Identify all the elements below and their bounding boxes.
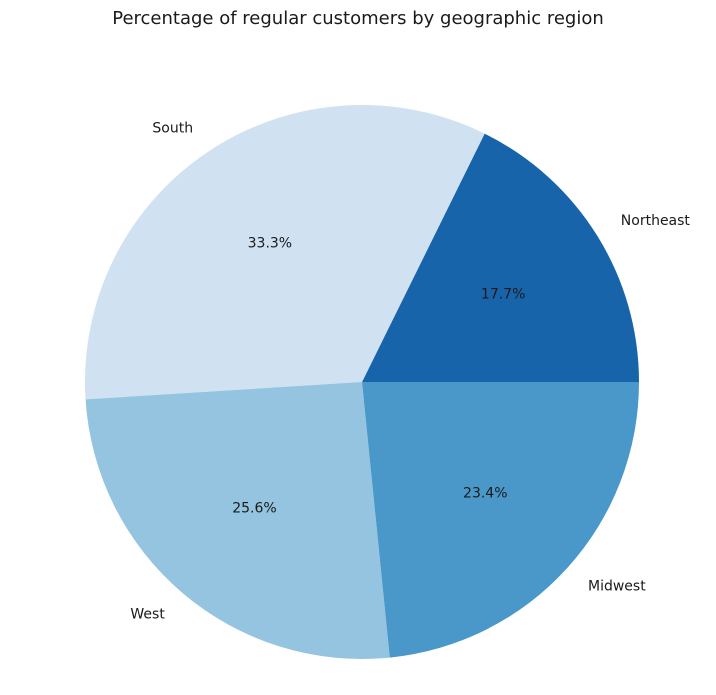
pie-slice-west — [85, 382, 390, 659]
slice-label-midwest: Midwest — [588, 578, 646, 594]
slice-label-west: West — [130, 606, 165, 622]
slice-label-south: South — [152, 120, 193, 136]
pct-label-northeast: 17.7% — [481, 286, 525, 302]
pct-label-south: 33.3% — [248, 236, 292, 252]
pie-slice-midwest — [362, 382, 639, 658]
pie-slice-northeast — [362, 133, 639, 382]
pct-label-midwest: 23.4% — [463, 485, 507, 501]
pie-slice-south — [84, 104, 485, 400]
slice-label-northeast: Northeast — [621, 213, 691, 229]
pct-label-west: 25.6% — [232, 501, 276, 517]
chart-title: Percentage of regular customers by geogr… — [112, 8, 604, 29]
